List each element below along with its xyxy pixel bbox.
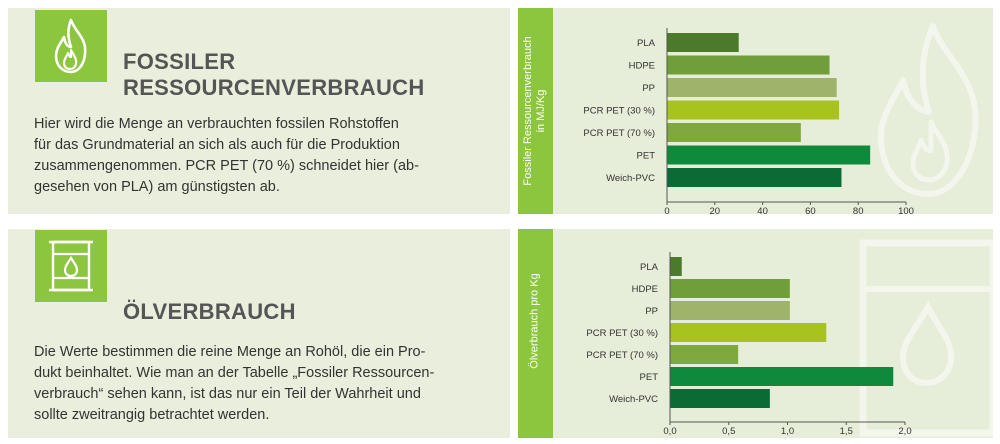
x-tick-label: 2,0 — [898, 426, 911, 437]
text-line: sollte zweitrangig betrachtet werden. — [34, 407, 270, 423]
fossil-resource-chart-panel: Fossiler Ressourcenverbrauch in MJ/Kg PL… — [518, 8, 993, 214]
flame-icon — [35, 10, 107, 82]
category-label: PCR PET (30 %) — [586, 328, 658, 339]
decorative-flame-icon — [878, 23, 979, 197]
x-tick-label: 0 — [664, 206, 669, 214]
bar — [667, 168, 842, 187]
bar — [670, 279, 790, 298]
section-title-oil: ÖLVERBRAUCH — [123, 299, 296, 324]
category-label: PET — [640, 372, 659, 383]
section-title-fossil-line2: RESSOURCENVERBRAUCH — [123, 75, 425, 100]
bar — [670, 257, 682, 276]
category-label: Weich-PVC — [609, 394, 658, 405]
text-line: Die Werte bestimmen die reine Menge an R… — [34, 344, 426, 360]
section-title-fossil: FOSSILER RESSOURCENVERBRAUCH — [123, 49, 425, 101]
text-line: Hier wird die Menge an verbrauchten foss… — [34, 116, 399, 132]
bar — [670, 367, 894, 386]
text-line: zusammengenommen. PCR PET (70 %) schneid… — [34, 158, 419, 174]
fossil-description: Hier wird die Menge an verbrauchten foss… — [34, 114, 419, 198]
x-tick-label: 1,5 — [840, 426, 853, 437]
category-label: PET — [637, 151, 656, 162]
x-tick-label: 80 — [853, 206, 864, 214]
bar — [667, 33, 739, 52]
bar — [670, 323, 827, 342]
oil-barrel-icon — [35, 230, 107, 302]
section-title-fossil-line1: FOSSILER — [123, 49, 236, 74]
x-tick-label: 0,0 — [663, 426, 676, 437]
bar — [670, 345, 739, 364]
bar — [667, 145, 871, 165]
category-label: PLA — [640, 262, 659, 273]
x-tick-label: 20 — [710, 206, 721, 214]
category-label: PLA — [637, 38, 656, 49]
oil-description: Die Werte bestimmen die reine Menge an R… — [34, 342, 434, 426]
text-line: dukt beinhaltet. Wie man an der Tabelle … — [34, 365, 435, 381]
decorative-oil-barrel-icon — [859, 239, 993, 437]
x-tick-label: 60 — [805, 206, 816, 214]
y-axis-label-band — [518, 8, 553, 214]
category-label: PCR PET (70 %) — [586, 350, 658, 361]
oil-consumption-chart-panel: Ölverbrauch pro Kg PLA HDPE PP PCR PET (30 … — [518, 229, 993, 438]
category-label: PCR PET (70 %) — [583, 128, 655, 139]
bar — [667, 55, 830, 75]
y-axis-label-band — [518, 229, 553, 438]
category-label: PCR PET (30 %) — [583, 106, 655, 117]
category-label: HDPE — [632, 284, 658, 295]
text-line: für das Grundmaterial an sich als auch f… — [34, 137, 400, 153]
x-tick-label: 40 — [757, 206, 768, 214]
x-tick-label: 100 — [898, 206, 914, 214]
bar — [670, 389, 770, 408]
fossil-resource-bar-chart: PLA HDPE PP PCR PET (30 %) PCR PET (70 %) PET… — [583, 28, 914, 214]
category-label: PP — [642, 83, 655, 94]
bar — [667, 123, 801, 142]
text-line: gesehen von PLA) am günstigsten ab. — [34, 179, 280, 195]
bar — [667, 100, 840, 120]
category-label: HDPE — [629, 61, 655, 72]
x-tick-label: 0,5 — [722, 426, 735, 437]
bar — [667, 78, 837, 97]
category-label: PP — [645, 306, 658, 317]
text-line: verbrauch“ sehen kann, ist das nur ein T… — [34, 386, 421, 402]
x-tick-label: 1,0 — [781, 426, 794, 437]
oil-consumption-bar-chart: PLA HDPE PP PCR PET (30 %) PCR PET (70 %) PET… — [586, 252, 912, 437]
category-label: Weich-PVC — [606, 173, 655, 184]
bar — [670, 301, 790, 320]
